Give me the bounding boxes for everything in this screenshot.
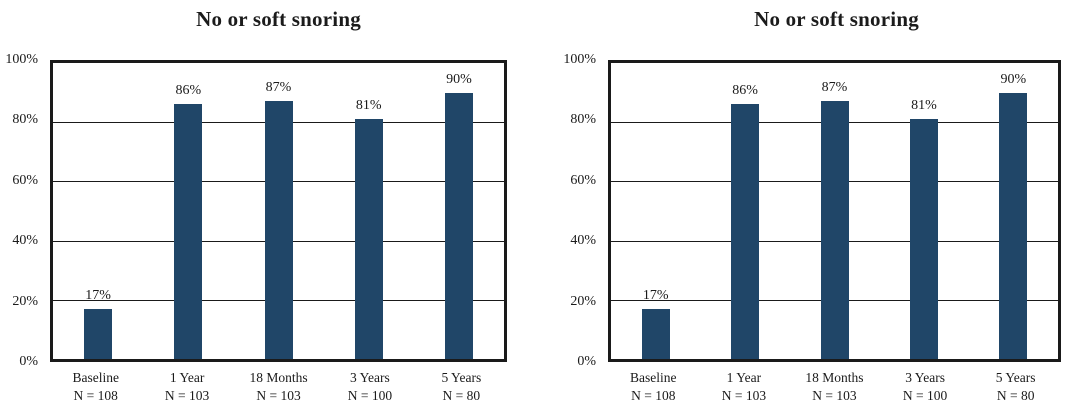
- bar: [641, 308, 670, 359]
- y-tick-label: 80%: [570, 112, 596, 128]
- bar: [354, 119, 383, 359]
- bar-value-label: 17%: [85, 287, 111, 303]
- y-tick-label: 20%: [570, 293, 596, 309]
- y-tick-label: 0%: [19, 354, 38, 369]
- bar-chart: No or soft snoring 0% 20% 40% 60% 80% 100% 17% 8…: [0, 7, 507, 405]
- x-tick-sample-size: N = 103: [256, 388, 301, 403]
- x-tick-sample-size: N = 103: [812, 388, 857, 403]
- chart-title: No or soft snoring: [196, 7, 361, 31]
- bar-slot: 81%: [324, 63, 414, 359]
- x-tick-category: 3 Years: [905, 370, 945, 385]
- x-tick-category: 1 Year: [726, 370, 762, 385]
- y-tick-label: 100%: [563, 52, 596, 67]
- chart-title: No or soft snoring: [754, 7, 919, 31]
- x-tick: 1 Year N = 103: [141, 369, 232, 405]
- y-tick-label: 40%: [12, 233, 38, 249]
- x-tick-category: 18 Months: [805, 370, 864, 385]
- x-tick-sample-size: N = 80: [996, 388, 1035, 403]
- bar-slot: 17%: [611, 63, 700, 359]
- x-tick-category: 18 Months: [249, 370, 308, 385]
- x-tick-category: 5 Years: [995, 370, 1036, 385]
- x-tick-category: 3 Years: [350, 370, 390, 385]
- x-tick: 5 Years N = 80: [970, 369, 1061, 405]
- x-tick: Baseline N = 108: [608, 369, 699, 405]
- x-tick: 3 Years N = 100: [880, 369, 971, 405]
- x-tick-sample-size: N = 103: [721, 388, 767, 403]
- y-tick-label: 20%: [12, 293, 38, 309]
- y-tick-label: 40%: [570, 233, 596, 249]
- x-tick: 5 Years N = 80: [416, 369, 507, 405]
- bar-slot: 86%: [143, 63, 233, 359]
- bar: [999, 92, 1028, 359]
- y-tick-label: 0%: [577, 354, 596, 369]
- bar-slot: 86%: [700, 63, 789, 359]
- bar: [444, 92, 473, 359]
- bar-chart: No or soft snoring 0% 20% 40% 60% 80% 100% 17% 8…: [540, 0, 1080, 418]
- bar-slot: 87%: [233, 63, 323, 359]
- bar-slot: 81%: [879, 63, 968, 359]
- bar-value-label: 87%: [265, 80, 292, 96]
- y-axis: 0% 20% 40% 60% 80% 100%: [558, 53, 602, 369]
- bar-value-label: 90%: [1000, 71, 1027, 87]
- x-tick-sample-size: N = 108: [631, 388, 676, 403]
- x-tick: 1 Year N = 103: [699, 369, 790, 405]
- x-tick-sample-size: N = 108: [73, 388, 118, 403]
- bar-value-label: 81%: [911, 98, 937, 114]
- y-tick-label: 80%: [12, 112, 38, 128]
- bar-value-label: 81%: [355, 98, 382, 114]
- x-tick-sample-size: N = 100: [902, 388, 948, 403]
- x-tick-category: Baseline: [630, 370, 677, 385]
- bar: [84, 308, 113, 359]
- x-tick-category: 5 Years: [441, 370, 482, 385]
- bar-value-label: 90%: [446, 71, 472, 87]
- x-axis: Baseline N = 108 1 Year N = 103 18 Months N =…: [50, 369, 507, 405]
- y-axis: 0% 20% 40% 60% 80% 100%: [0, 53, 44, 369]
- bar-value-label: 86%: [732, 83, 758, 99]
- y-tick-label: 60%: [570, 172, 596, 188]
- x-tick-sample-size: N = 103: [164, 388, 210, 403]
- bar-series: 17% 86% 87% 81% 90%: [611, 63, 1058, 359]
- bar-value-label: 86%: [175, 83, 202, 99]
- bar: [264, 101, 293, 359]
- bar-slot: 17%: [53, 63, 143, 359]
- y-tick-label: 100%: [5, 52, 38, 67]
- x-tick: 3 Years N = 100: [324, 369, 415, 405]
- bar-series: 17% 86% 87% 81% 90%: [53, 63, 504, 359]
- bar-value-label: 17%: [642, 287, 669, 303]
- x-tick-sample-size: N = 80: [442, 388, 481, 403]
- bar: [909, 119, 938, 359]
- bar-slot: 90%: [414, 63, 504, 359]
- x-axis: Baseline N = 108 1 Year N = 103 18 Months N =…: [608, 369, 1061, 405]
- y-tick-label: 60%: [12, 172, 38, 188]
- x-tick-category: 1 Year: [169, 370, 205, 385]
- x-tick: Baseline N = 108: [50, 369, 141, 405]
- bar: [820, 101, 849, 359]
- x-tick-sample-size: N = 100: [347, 388, 393, 403]
- x-tick: 18 Months N = 103: [789, 369, 880, 405]
- bar-slot: 87%: [790, 63, 879, 359]
- bar: [174, 104, 203, 359]
- x-tick-category: Baseline: [72, 370, 119, 385]
- plot-area: 17% 86% 87% 81% 90%: [608, 60, 1061, 362]
- bar-value-label: 87%: [821, 80, 848, 96]
- bar-slot: 90%: [969, 63, 1058, 359]
- bar: [731, 104, 760, 359]
- plot-area: 17% 86% 87% 81% 90%: [50, 60, 507, 362]
- x-tick: 18 Months N = 103: [233, 369, 324, 405]
